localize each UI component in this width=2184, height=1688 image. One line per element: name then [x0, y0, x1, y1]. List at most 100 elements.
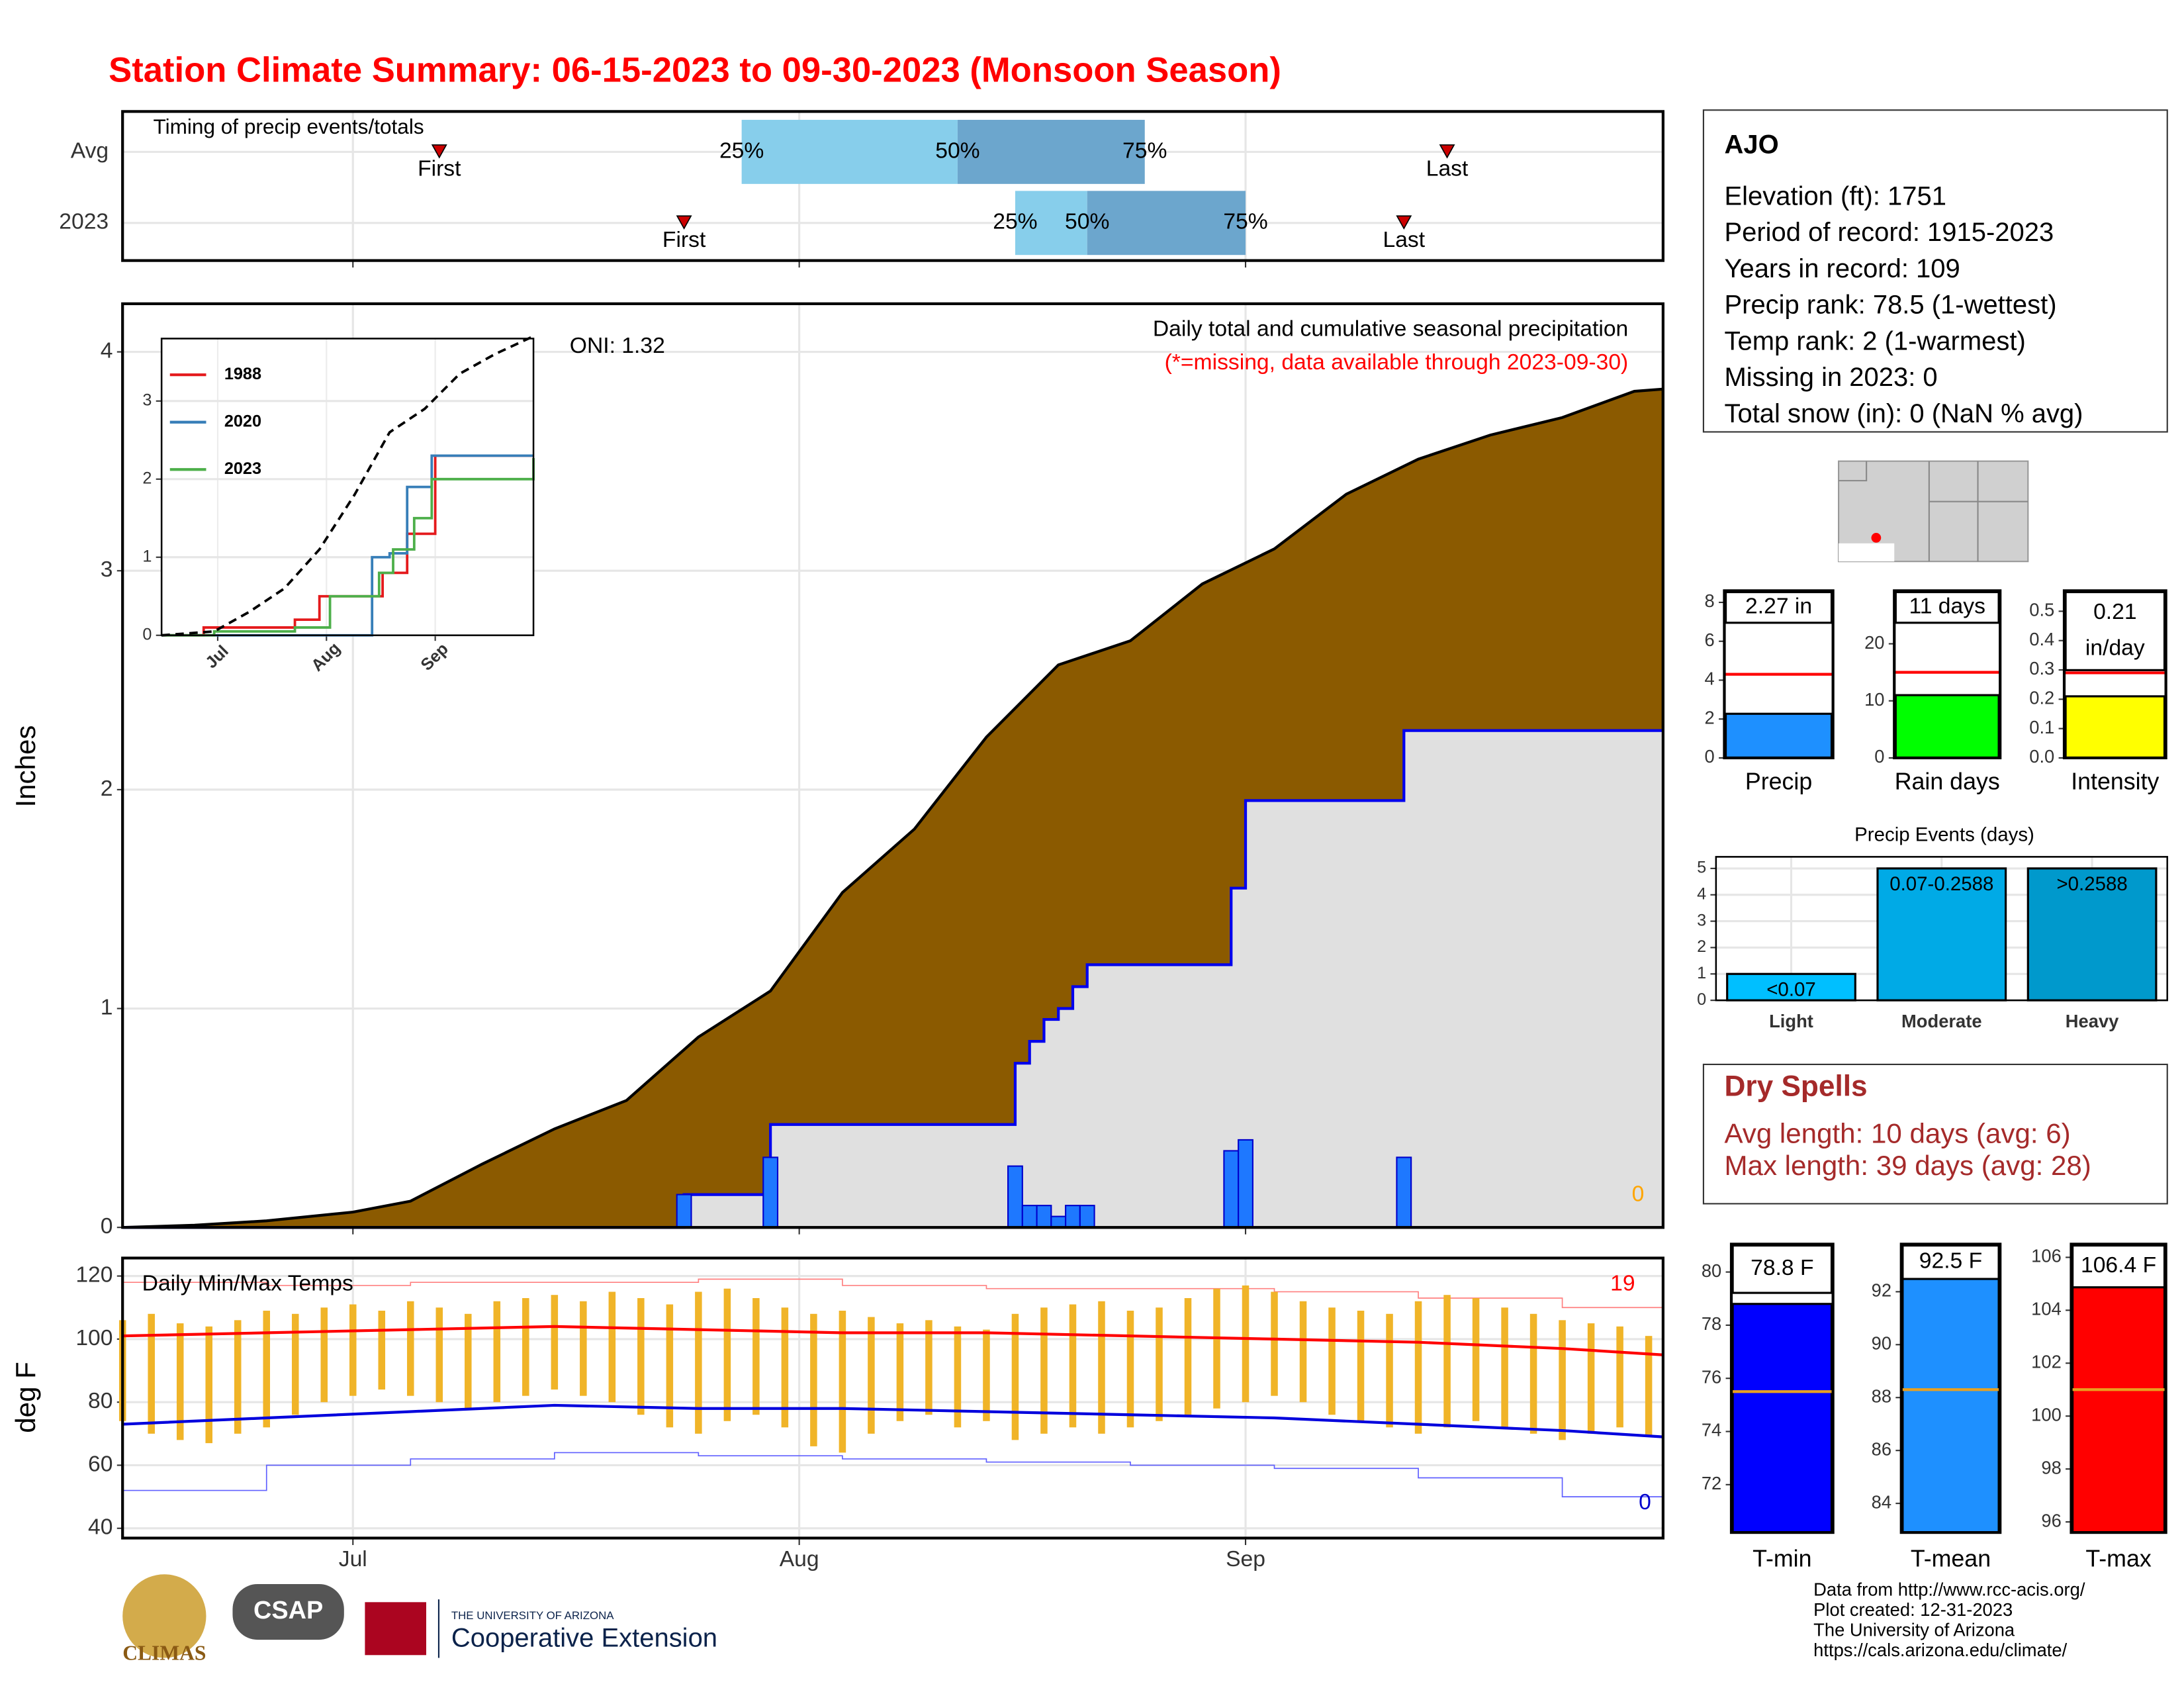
y-tick-label: 0 — [142, 625, 152, 643]
y-tick-label: 102 — [2031, 1352, 2062, 1372]
quartile-bar — [1015, 191, 1087, 256]
y-tick-label: 96 — [2041, 1510, 2061, 1530]
value-label: >0.2588 — [2056, 873, 2127, 895]
y-tick-label: 10 — [1864, 689, 1884, 710]
bar — [1876, 867, 2007, 1002]
temp-range-bar — [1386, 1313, 1393, 1428]
logos — [122, 1574, 439, 1658]
y-tick-label: 86 — [1872, 1438, 1891, 1459]
average-line — [122, 1325, 1664, 1356]
value-label: 11 days — [1909, 594, 1985, 619]
daily-bar — [1021, 1205, 1038, 1229]
csap-logo — [232, 1583, 344, 1640]
temp-range-bar — [1098, 1301, 1105, 1434]
y-axis-label: deg F — [10, 1362, 41, 1433]
quartile-bar — [957, 120, 1145, 184]
value-label: 0.07-0.2588 — [1889, 873, 1993, 895]
panel-title: Precip Events (days) — [1854, 824, 2034, 846]
station-line: Elevation (ft): 1751 — [1724, 181, 1946, 211]
annotation: 0 — [1632, 1182, 1645, 1207]
temp-range-bar — [551, 1295, 559, 1390]
temp-range-bar — [1242, 1285, 1250, 1403]
plot-bg — [122, 1258, 1663, 1538]
y-tick-label: 2 — [1705, 707, 1715, 727]
ua-logo — [365, 1602, 427, 1656]
temp-range-bar — [1040, 1307, 1048, 1434]
plot-frame — [121, 110, 1664, 262]
station-name: AJO — [1724, 130, 1778, 160]
temp-range-bar — [1156, 1307, 1163, 1421]
plot-frame — [1729, 1243, 1835, 1534]
temp-range-bar — [1472, 1297, 1480, 1421]
temp-range-bar — [1271, 1291, 1278, 1396]
y-tick-label: 0 — [101, 1214, 113, 1239]
y-tick-label: 0.0 — [2029, 746, 2054, 767]
temp-range-bar — [1559, 1320, 1566, 1440]
credit: Data from http://www.rcc-acis.org/ — [1813, 1579, 2085, 1600]
cumulative-area — [122, 730, 1663, 1228]
station-line: Total snow (in): 0 (NaN % avg) — [1724, 399, 2083, 428]
quartile-label: 50% — [1065, 210, 1109, 234]
y-tick-label: 98 — [2041, 1457, 2061, 1477]
category-label: Moderate — [1901, 1011, 1982, 1031]
temp-range-bar — [522, 1297, 529, 1396]
category-label: T-max — [2085, 1546, 2151, 1572]
y-tick-label: 78 — [1702, 1313, 1721, 1334]
event-marker — [1439, 144, 1455, 159]
temp-range-bar — [435, 1307, 443, 1403]
y-tick-label: 6 — [1705, 630, 1715, 650]
temp-range-bar — [1443, 1295, 1451, 1428]
category-label: Light — [1769, 1011, 1813, 1031]
y-tick-label: 5 — [1697, 859, 1706, 877]
category-label: Rain days — [1895, 768, 2000, 794]
legend-label: 1988 — [224, 365, 261, 383]
y-tick-label: 0.2 — [2029, 688, 2054, 708]
temp-range-bar — [148, 1313, 155, 1434]
y-tick-label: 2 — [142, 469, 152, 487]
y-tick-label: 3 — [101, 557, 113, 582]
quartile-label: 25% — [993, 210, 1037, 234]
temp-range-bar — [810, 1313, 817, 1446]
credit: The University of Arizona — [1813, 1620, 2015, 1640]
temp-range-bar — [983, 1329, 990, 1421]
y-tick-label: 40 — [88, 1515, 113, 1540]
dry-line: Avg length: 10 days (avg: 6) — [1724, 1117, 2070, 1149]
temp-range-bar — [896, 1323, 904, 1421]
y-tick-label: 90 — [1872, 1333, 1891, 1354]
y-tick-label: 4 — [1705, 669, 1715, 689]
y-tick-label: 104 — [2031, 1299, 2062, 1319]
y-tick-label: 74 — [1702, 1420, 1721, 1440]
temp-range-bar — [752, 1297, 760, 1415]
annotation: 0 — [1639, 1490, 1651, 1515]
y-tick-label: 4 — [1697, 884, 1706, 903]
dry-box — [1702, 1063, 2168, 1205]
y-tick-label: 0.4 — [2029, 629, 2054, 649]
bar — [1901, 1277, 2000, 1534]
credit: Plot created: 12-31-2023 — [1813, 1599, 2013, 1620]
quartile-bar — [1087, 191, 1246, 256]
station-dot — [1871, 533, 1882, 543]
dry-line: Max length: 39 days (avg: 28) — [1724, 1150, 2091, 1181]
y-tick-label: 1 — [101, 995, 113, 1019]
temp-range-bar — [1184, 1297, 1192, 1415]
plot-frame — [1715, 856, 2169, 1002]
y-tick-label: 100 — [2031, 1404, 2062, 1425]
series-line — [161, 457, 535, 637]
event-label: First — [662, 228, 706, 252]
y-tick-label: 0 — [1874, 746, 1884, 767]
quartile-label: 25% — [719, 138, 764, 163]
climas-logo — [122, 1574, 206, 1658]
annotation: (*=missing, data available through 2023-… — [1165, 350, 1629, 375]
plot-frame — [121, 1256, 1664, 1540]
legend-label: 2020 — [224, 412, 261, 430]
plot-frame — [1899, 1243, 2002, 1534]
y-tick-label: 100 — [75, 1326, 113, 1350]
temp-range-bar — [291, 1313, 299, 1415]
temp-range-bar — [839, 1311, 846, 1453]
temp-range-bar — [925, 1320, 933, 1415]
temp-range-bar — [349, 1304, 357, 1396]
temp-range-bar — [1299, 1301, 1307, 1403]
y-tick-label: 106 — [2031, 1246, 2062, 1266]
daily-bar — [1065, 1205, 1081, 1229]
